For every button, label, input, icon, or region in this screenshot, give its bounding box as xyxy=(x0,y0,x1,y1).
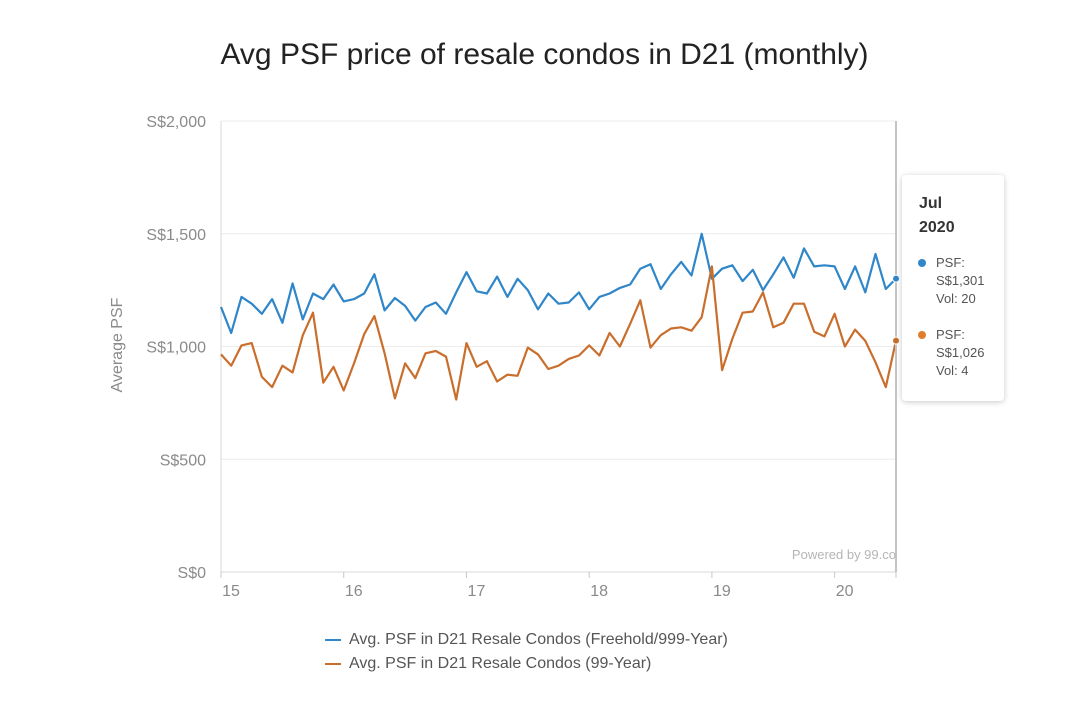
legend-99year-line-icon xyxy=(325,663,341,665)
chart-title: Avg PSF price of resale condos in D21 (m… xyxy=(220,38,869,71)
legend: Avg. PSF in D21 Resale Condos (Freehold/… xyxy=(325,628,728,676)
series-line-freehold xyxy=(219,232,897,335)
legend-freehold-label: Avg. PSF in D21 Resale Condos (Freehold/… xyxy=(349,631,728,648)
hover-point-99year xyxy=(892,336,900,345)
y-tick-label: S$2,000 xyxy=(146,114,206,131)
y-tick-label: S$1,500 xyxy=(146,227,206,244)
y-tick-label: S$500 xyxy=(160,452,206,469)
x-tick-label: 16 xyxy=(345,583,363,600)
x-tick-label: 17 xyxy=(468,583,486,600)
grid-layer xyxy=(221,120,896,460)
crosshair-layer xyxy=(892,121,900,572)
credit-text[interactable]: Powered by 99.co xyxy=(792,547,896,562)
legend-item-freehold[interactable]: Avg. PSF in D21 Resale Condos (Freehold/… xyxy=(325,628,728,652)
tooltip-month: Jul xyxy=(919,195,943,212)
x-tick-label: 15 xyxy=(222,583,240,600)
tooltip-99year-psf-value: S$1,026 xyxy=(936,345,985,360)
series-line-99year xyxy=(220,265,898,401)
tooltip-freehold-vol: Vol: 20 xyxy=(936,291,976,306)
x-tick-label: 18 xyxy=(590,583,608,600)
y-tick-label: S$1,000 xyxy=(146,340,206,357)
x-tick-label: 19 xyxy=(713,583,731,600)
y-axis-title: Average PSF xyxy=(109,297,126,392)
tooltip-year: 2020 xyxy=(919,219,955,236)
series-layer xyxy=(219,232,898,401)
tooltip-entry-freehold: PSF: S$1,301 Vol: 20 xyxy=(918,254,984,308)
hover-point-freehold xyxy=(892,274,900,283)
tooltip-99year-vol: Vol: 4 xyxy=(936,363,969,378)
tooltip-freehold-dot-icon xyxy=(918,259,926,267)
tooltip-entry-99year: PSF: S$1,026 Vol: 4 xyxy=(918,326,984,380)
tooltip-99year-dot-icon xyxy=(918,331,926,339)
y-tick-label: S$0 xyxy=(178,565,207,582)
legend-99year-label: Avg. PSF in D21 Resale Condos (99-Year) xyxy=(349,655,652,672)
tooltip-freehold-psf-label: PSF: xyxy=(936,255,965,270)
legend-item-99year[interactable]: Avg. PSF in D21 Resale Condos (99-Year) xyxy=(325,652,728,676)
tooltip-99year-psf-label: PSF: xyxy=(936,327,965,342)
x-tick-label: 20 xyxy=(836,583,854,600)
legend-freehold-line-icon xyxy=(325,639,341,641)
hover-tooltip: Jul 2020 PSF: S$1,301 Vol: 20 PSF: S$1,0… xyxy=(902,175,1004,401)
tooltip-freehold-psf-value: S$1,301 xyxy=(936,273,985,288)
axis-layer: S$0 S$500 S$1,000 S$1,500 S$2,000 15 16 17 18 19 2… xyxy=(146,114,897,600)
